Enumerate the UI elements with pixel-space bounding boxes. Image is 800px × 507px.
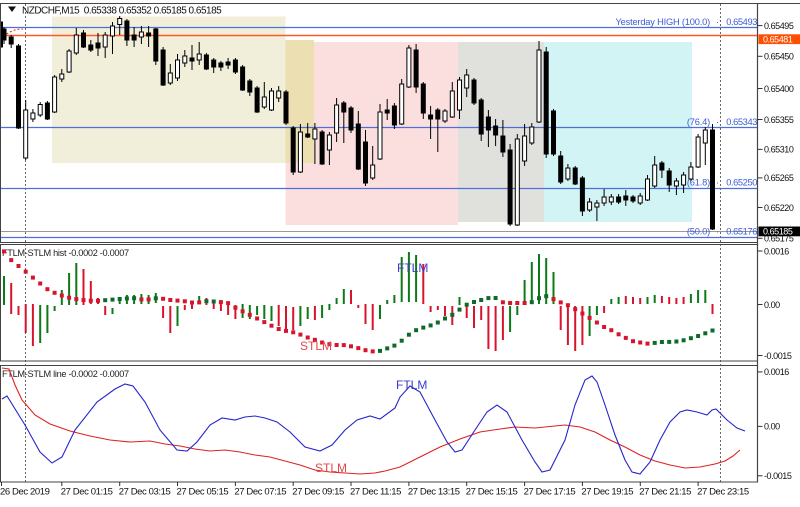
svg-text:0.0016: 0.0016 [764, 246, 789, 256]
svg-text:0.00: 0.00 [764, 300, 780, 310]
svg-text:Yesterday HIGH (100.0): Yesterday HIGH (100.0) [616, 17, 711, 27]
svg-text:0.65481: 0.65481 [763, 34, 793, 44]
svg-text:0.65265: 0.65265 [764, 173, 794, 183]
svg-text:·: · [716, 17, 719, 27]
svg-text:27 Dec 23:15: 27 Dec 23:15 [697, 487, 749, 498]
svg-text:0.65185: 0.65185 [763, 227, 793, 237]
svg-text:27 Dec 21:15: 27 Dec 21:15 [639, 487, 691, 498]
svg-text:FTLM-STLM line -0.0002 -0.0007: FTLM-STLM line -0.0002 -0.0007 [2, 369, 129, 379]
svg-text:·: · [716, 117, 719, 127]
svg-text:0.65495: 0.65495 [764, 21, 794, 31]
svg-text:27 Dec 19:15: 27 Dec 19:15 [581, 487, 633, 498]
svg-text:0.65400: 0.65400 [764, 84, 794, 94]
svg-text:FTLM: FTLM [397, 261, 428, 275]
svg-text:0.0016: 0.0016 [764, 367, 789, 377]
svg-text:27 Dec 03:15: 27 Dec 03:15 [119, 487, 171, 498]
svg-text:27 Dec 05:15: 27 Dec 05:15 [177, 487, 229, 498]
svg-text:0.65355: 0.65355 [764, 115, 794, 125]
svg-text:27 Dec 11:15: 27 Dec 11:15 [350, 487, 401, 498]
svg-text:27 Dec 01:15: 27 Dec 01:15 [61, 487, 113, 498]
svg-text:27 Dec 07:15: 27 Dec 07:15 [234, 487, 286, 498]
svg-text:0.65310: 0.65310 [764, 145, 794, 155]
svg-text:FTLM: FTLM [396, 378, 427, 392]
svg-text:0.65220: 0.65220 [764, 203, 794, 213]
svg-text:STLM: STLM [300, 339, 332, 353]
svg-text:26 Dec 2019: 26 Dec 2019 [0, 487, 50, 498]
svg-text:0.00: 0.00 [764, 422, 780, 432]
svg-text:0.65493: 0.65493 [726, 17, 757, 27]
svg-text:STLM: STLM [315, 461, 347, 475]
svg-text:NZDCHF,M15 0.65338 0.65352 0.: NZDCHF,M15 0.65338 0.65352 0.65185 0.651… [22, 6, 222, 17]
svg-text:-0.0015: -0.0015 [764, 351, 792, 361]
svg-text:27 Dec 17:15: 27 Dec 17:15 [524, 487, 576, 498]
svg-text:·: · [716, 177, 719, 187]
svg-text:0.65176: 0.65176 [726, 227, 757, 237]
svg-text:27 Dec 13:15: 27 Dec 13:15 [408, 487, 460, 498]
svg-text:-0.0015: -0.0015 [764, 471, 792, 481]
svg-text:27 Dec 09:15: 27 Dec 09:15 [292, 487, 344, 498]
svg-text:0.65250: 0.65250 [726, 177, 757, 187]
svg-text:(76.4): (76.4) [687, 117, 710, 127]
svg-text:(50.0): (50.0) [687, 227, 710, 237]
svg-text:0.65343: 0.65343 [726, 117, 757, 127]
svg-text:·: · [716, 227, 719, 237]
svg-text:0.65450: 0.65450 [764, 52, 794, 62]
svg-text:FTLM-STLM hist -0.0002 -0.0007: FTLM-STLM hist -0.0002 -0.0007 [2, 248, 129, 258]
svg-text:27 Dec 15:15: 27 Dec 15:15 [466, 487, 518, 498]
